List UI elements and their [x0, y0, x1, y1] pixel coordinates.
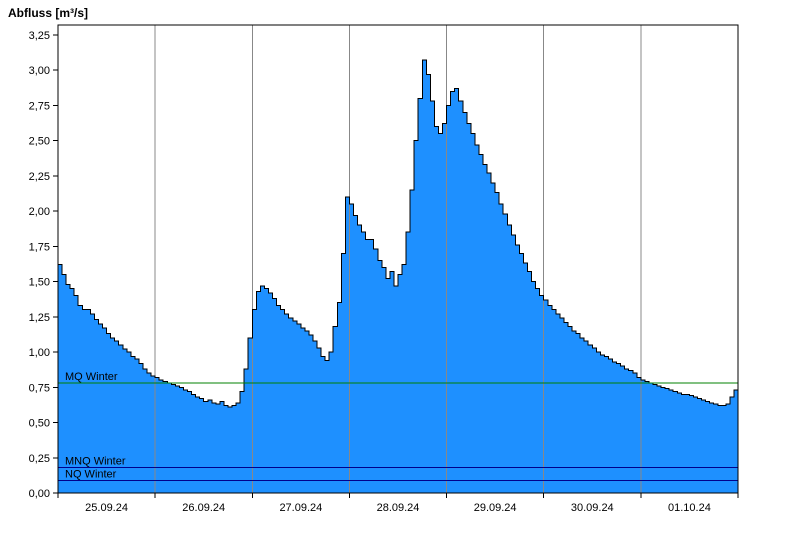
y-axis-tick-label: 1,25	[29, 312, 50, 324]
y-axis-tick-label: 1,75	[29, 241, 50, 253]
y-axis-tick-label: 1,00	[29, 347, 50, 359]
plot-border	[57, 24, 739, 494]
x-axis-tick-label: 27.09.24	[279, 502, 322, 514]
x-axis-tick-label: 29.09.24	[474, 502, 517, 514]
reference-line-label: MQ Winter	[65, 371, 118, 383]
y-axis-tick-label: 3,25	[29, 30, 50, 42]
y-axis-tick-label: 3,00	[29, 65, 50, 77]
x-axis-tick-label: 28.09.24	[377, 502, 420, 514]
x-axis-tick-label: 26.09.24	[182, 502, 225, 514]
y-axis-tick-label: 2,25	[29, 171, 50, 183]
y-axis-tick-label: 0,75	[29, 382, 50, 394]
x-axis-tick-label: 30.09.24	[571, 502, 614, 514]
chart-title: Abfluss [m³/s]	[8, 6, 89, 20]
y-axis-tick-label: 2,75	[29, 100, 50, 112]
x-axis-tick-label: 25.09.24	[85, 502, 128, 514]
reference-line-label: NQ Winter	[65, 468, 117, 480]
y-axis-tick-label: 0,50	[29, 418, 50, 430]
y-axis-tick-label: 2,00	[29, 206, 50, 218]
y-axis-tick-label: 0,25	[29, 453, 50, 465]
reference-line-label: MNQ Winter	[65, 456, 126, 468]
x-axis-tick-label: 01.10.24	[668, 502, 711, 514]
y-axis-tick-label: 0,00	[29, 488, 50, 500]
y-axis-tick-label: 2,50	[29, 136, 50, 148]
discharge-outline	[58, 59, 739, 408]
y-axis-tick-label: 1,50	[29, 277, 50, 289]
